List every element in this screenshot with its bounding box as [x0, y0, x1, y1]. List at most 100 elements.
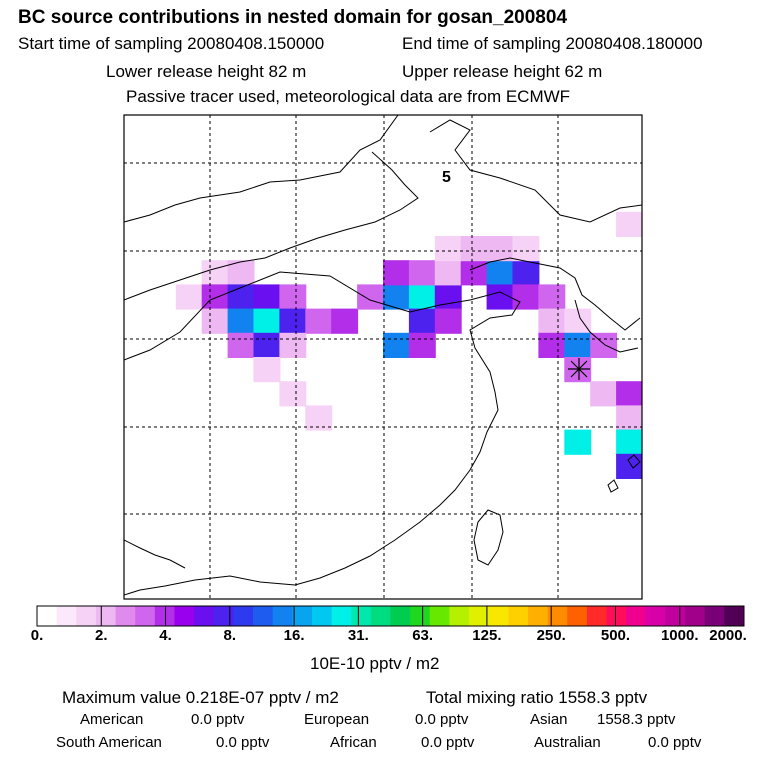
plume-cell	[253, 284, 281, 310]
colorbar-swatch	[37, 606, 58, 626]
colorbar-swatch	[449, 606, 470, 626]
colorbar-tick-label: 63.	[412, 627, 434, 644]
plume-cell	[434, 284, 462, 310]
colorbar-swatch	[292, 606, 313, 626]
plume-cell	[512, 236, 540, 262]
colorbar-swatch	[194, 606, 215, 626]
colorbar-tick-label: 8.	[223, 627, 237, 644]
colorbar-tick-label: 0.	[30, 627, 44, 644]
map-grid	[124, 115, 642, 599]
plume-cell	[279, 381, 307, 407]
colorbar-swatch	[253, 606, 274, 626]
plume-cell	[227, 332, 255, 358]
colorbar-swatch	[527, 606, 549, 626]
plume-cell	[227, 284, 255, 310]
plume-cell	[564, 308, 592, 334]
plume-cell	[590, 332, 618, 358]
plume-cell	[538, 284, 566, 310]
asian-label: Asian	[530, 711, 568, 728]
colorbar-swatch	[390, 606, 411, 626]
plume-cell	[564, 332, 592, 358]
colorbar-tick-label: 4.	[159, 627, 172, 644]
coastline	[574, 299, 639, 353]
receptor-marker-icon	[568, 358, 590, 380]
australian-label: Australian	[534, 734, 601, 751]
island	[627, 454, 641, 469]
european-value: 0.0 pptv	[415, 711, 469, 728]
australian-value: 0.0 pptv	[648, 734, 702, 751]
colorbar-swatch	[547, 606, 568, 626]
max-value: Maximum value 0.218E-07 pptv / m2	[62, 688, 339, 707]
plume-cell	[331, 308, 359, 334]
colorbar-tick-label: 125.	[472, 627, 502, 644]
colorbar-swatch	[665, 606, 686, 626]
colorbar-tick-label: 500.	[600, 627, 631, 644]
colorbar-swatch	[429, 606, 450, 626]
plume-cell	[512, 284, 540, 310]
colorbar-swatch	[115, 606, 136, 626]
plume-cell	[305, 308, 333, 334]
plume-cell	[383, 284, 410, 310]
plume-cell	[253, 332, 281, 358]
american-label: American	[80, 711, 144, 728]
asian-value: 1558.3 pptv	[597, 711, 676, 728]
plume-cell	[434, 236, 462, 262]
plume-cell	[616, 211, 642, 237]
tracer-note: Passive tracer used, meteorological data…	[126, 87, 571, 106]
start-time-label: Start time of sampling 20080408.150000	[18, 34, 325, 53]
colorbar-tick-label: 16.	[283, 627, 305, 644]
island-taiwan	[473, 509, 504, 566]
plume-cell	[512, 260, 540, 286]
european-label: European	[304, 711, 370, 728]
colorbar-swatch	[685, 606, 706, 626]
lower-release-height: Lower release height 82 m	[106, 62, 307, 81]
african-label: African	[330, 734, 377, 751]
colorbar-tick-label: 250.	[536, 627, 566, 644]
plume-cell	[538, 332, 566, 358]
colorbar-swatch	[213, 606, 234, 626]
colorbar-swatch	[233, 606, 254, 626]
border-line	[429, 119, 642, 223]
colorbar-swatch	[76, 606, 97, 626]
colorbar-swatch	[645, 606, 666, 626]
panel-label: 5	[442, 169, 451, 186]
colorbar-swatch	[272, 606, 293, 626]
coastline	[124, 271, 521, 596]
plume-cell	[408, 284, 436, 310]
plume-cell	[175, 284, 203, 310]
colorbar-swatch	[488, 606, 509, 626]
south-american-label: South American	[56, 734, 162, 751]
plume-cell	[434, 308, 462, 334]
plume-cell	[564, 429, 592, 455]
plume-cell	[201, 260, 229, 286]
coastline	[124, 539, 186, 569]
plume-cell	[383, 260, 410, 286]
map-frame	[123, 114, 643, 600]
plume-cell	[408, 332, 436, 358]
colorbar-tick-label: 1000.	[660, 627, 699, 644]
colorbar-swatch	[370, 606, 391, 626]
plume-cell	[227, 308, 255, 334]
colorbar	[36, 605, 745, 627]
colorbar-swatch	[606, 606, 627, 626]
colorbar-swatch	[331, 606, 352, 626]
plume-cell	[201, 284, 229, 310]
plume-cell	[486, 260, 514, 286]
colorbar-swatch	[567, 606, 588, 626]
african-value: 0.0 pptv	[421, 734, 475, 751]
plume-cell	[305, 405, 333, 431]
colorbar-swatch	[626, 606, 647, 626]
plume-cell	[616, 429, 642, 455]
plume-cell	[408, 260, 436, 286]
plume-cell	[616, 405, 642, 431]
colorbar-swatch	[469, 606, 490, 626]
end-time-label: End time of sampling 20080408.180000	[402, 34, 703, 53]
colorbar-swatch	[704, 606, 725, 626]
plume-cell	[279, 332, 307, 358]
plume-cell	[357, 284, 384, 310]
colorbar-unit: 10E-10 pptv / m2	[310, 654, 440, 673]
colorbar-tick-label: 31.	[347, 627, 369, 644]
coastline-layer	[124, 115, 642, 596]
american-value: 0.0 pptv	[191, 711, 245, 728]
coastline	[124, 115, 399, 223]
